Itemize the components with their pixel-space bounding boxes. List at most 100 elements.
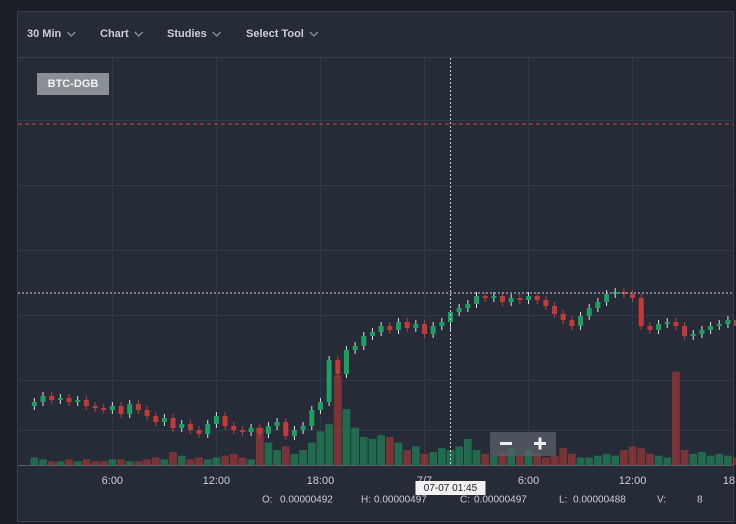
volume-bar [281,446,290,465]
volume-bar [91,461,99,465]
candle-body [187,424,193,430]
volume-bar [368,438,377,465]
ohlc-value: 8 [697,495,703,506]
chevron [309,31,319,37]
volume-bar [151,457,160,465]
candle-body [265,426,271,434]
volume-bar [542,457,550,465]
volume-bar [611,455,620,465]
candle-body [135,404,141,410]
candle-body [543,300,549,306]
volume-bar [221,455,229,465]
candle-body [213,416,219,424]
candle-body [413,324,419,328]
toolbar-button[interactable]: 30 Min [27,28,62,40]
volume-bar [307,442,316,465]
toolbar-button[interactable]: Select Tool [246,28,304,40]
candle-body [343,350,349,374]
crosshair-label-box [415,481,486,495]
candle-body [517,298,523,300]
volume-bar [65,459,73,465]
candle-body [196,430,202,434]
candle-body [352,346,358,350]
volume-bar [437,448,446,465]
volume-bar [290,453,299,465]
x-tick-label: 18:00 [307,475,335,487]
volume-bar [524,450,533,465]
toolbar-button[interactable]: Chart [100,28,129,40]
candle-body [578,316,584,326]
x-tick-label: 6:00 [518,475,539,487]
volume-bar [602,453,611,465]
volume-bar [325,423,333,465]
candle-body [482,296,488,298]
candle-body [500,296,506,302]
volume-bar [646,453,654,465]
volume-bar [732,457,736,465]
candle-body [66,398,72,402]
x-tick-label: 6:00 [102,475,123,487]
volume-bar [585,457,594,465]
candle-body [734,320,736,326]
candle-body [369,332,375,336]
candle-body [708,326,714,330]
volume-bar [177,455,186,465]
volume-bar [351,427,359,465]
candle-body [31,402,37,406]
ohlc-value: 0.00000488 [573,495,626,506]
volume-bar [299,450,307,465]
volume-bar [516,455,524,465]
candle-body [161,418,167,422]
volume-bar [724,455,732,465]
volume-bar [698,451,706,465]
volume-bar [333,375,342,465]
candle-body [222,416,228,426]
volume-bar [99,461,108,465]
volume-bar [108,459,117,465]
volume-bar [429,451,437,465]
candle-body [560,314,566,320]
volume-bar [654,455,663,465]
candle-body [248,428,254,432]
ohlc-key: L: [559,495,567,506]
candle-body [205,424,211,434]
candle-body [83,400,89,406]
volume-bar [507,448,516,465]
candle-body [664,322,670,324]
volume-bar [594,455,602,465]
volume-bar [377,435,385,465]
candle-body [127,404,133,414]
candle-body [439,322,445,326]
candle-body [361,336,367,346]
x-tick-label: 12:00 [203,475,231,487]
zoom-out[interactable] [500,442,512,445]
candle-body [144,410,150,416]
volume-bar [186,459,195,465]
chevron [134,31,144,37]
volume-bar [672,371,680,465]
candle-body [465,304,471,308]
toolbar-button[interactable]: Studies [167,28,207,40]
candle-body [118,406,124,414]
volume-bar [455,446,463,465]
volume-bar [160,459,169,465]
volume-bar [637,448,646,465]
candle-body [604,294,610,302]
ohlc-key: H: [361,495,371,506]
candle-body [716,324,722,326]
volume-bar [82,459,91,465]
candle-body [231,426,237,430]
candle-body [673,322,679,326]
candle-body [300,426,306,430]
chevron [212,31,222,37]
zoom-controls[interactable] [490,432,556,456]
candle-body [170,418,176,428]
candle-body [153,416,159,422]
candle-body [595,302,601,308]
zoom-in[interactable] [538,437,542,450]
volume-bar [359,437,368,465]
volume-bar [680,450,689,465]
candle-body [395,322,401,330]
candle-body [404,322,410,328]
